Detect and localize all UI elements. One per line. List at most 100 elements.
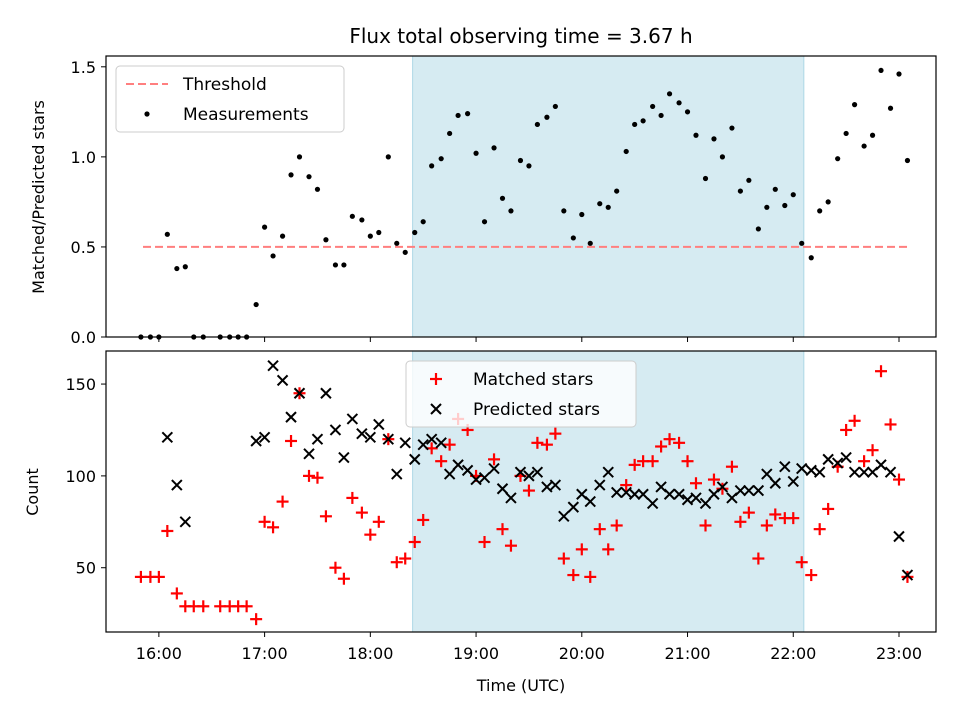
chart-title: Flux total observing time = 3.67 h bbox=[349, 24, 692, 48]
top-y-axis-label: Matched/Predicted stars bbox=[29, 100, 48, 294]
measurement-point bbox=[481, 219, 488, 225]
matched-star-point bbox=[408, 536, 421, 549]
predicted-star-point bbox=[646, 497, 659, 510]
matched-star-point bbox=[567, 569, 580, 582]
predicted-star-point bbox=[610, 486, 623, 499]
measurement-point bbox=[843, 130, 849, 137]
measurement-point bbox=[438, 156, 444, 162]
measurement-point bbox=[367, 233, 373, 239]
predicted-star-point bbox=[496, 483, 509, 495]
predicted-star-point bbox=[293, 387, 306, 399]
measurement-point bbox=[349, 213, 355, 219]
y-tick-label: 150 bbox=[65, 375, 96, 394]
matched-star-point bbox=[725, 460, 738, 473]
measurement-point bbox=[737, 188, 743, 194]
measurement-point bbox=[526, 163, 532, 169]
predicted-star-point bbox=[690, 492, 702, 504]
matched-star-point bbox=[488, 453, 501, 466]
predicted-star-point bbox=[399, 437, 411, 449]
measurement-point bbox=[473, 150, 479, 156]
predicted-star-point bbox=[822, 453, 834, 466]
matched-star-point bbox=[250, 613, 263, 626]
legend-predicted-label: Predicted stars bbox=[473, 400, 600, 420]
predicted-star-point bbox=[620, 486, 632, 499]
measurement-point bbox=[896, 71, 902, 77]
y-tick-label: 50 bbox=[76, 559, 96, 578]
y-tick-label: 1.0 bbox=[71, 148, 96, 167]
matched-star-point bbox=[399, 552, 412, 565]
measurement-point bbox=[376, 229, 382, 236]
predicted-star-point bbox=[443, 468, 456, 480]
matched-star-point bbox=[813, 523, 826, 536]
x-tick-label: 20:00 bbox=[559, 644, 605, 663]
bottom-legend-box bbox=[405, 360, 637, 428]
matched-star-point bbox=[372, 515, 385, 528]
matched-star-point bbox=[390, 556, 403, 569]
measurements-series bbox=[138, 67, 911, 340]
measurement-point bbox=[808, 255, 814, 261]
legend-predicted-swatch bbox=[430, 403, 442, 415]
matched-star-point bbox=[276, 495, 289, 508]
predicted-star-point bbox=[743, 484, 755, 497]
x-tick-label: 18:00 bbox=[347, 644, 393, 663]
measurement-point bbox=[412, 229, 418, 236]
bottom-x-ticks: 16:00 17:00 18:00 19:00 20:00 21:00 22:00 23:00 bbox=[136, 632, 922, 663]
matched-star-point bbox=[364, 528, 377, 541]
measurement-point bbox=[323, 237, 329, 243]
measurement-point bbox=[861, 143, 867, 149]
top-legend-box bbox=[115, 65, 345, 133]
predicted-star-point bbox=[831, 457, 844, 469]
measurement-point bbox=[650, 103, 656, 110]
measurement-point bbox=[755, 226, 761, 232]
measurement-point bbox=[508, 208, 514, 214]
predicted-star-point bbox=[329, 424, 342, 436]
matched-star-point bbox=[795, 556, 808, 569]
predicted-star-point bbox=[663, 488, 676, 500]
predicted-star-point bbox=[549, 479, 562, 491]
y-tick-label: 100 bbox=[65, 467, 96, 486]
matched-star-point bbox=[699, 519, 712, 532]
matched-star-point bbox=[346, 491, 359, 504]
observing-window-span bbox=[412, 55, 805, 338]
predicted-star-point bbox=[893, 530, 905, 543]
measurement-point bbox=[614, 188, 620, 194]
measurement-point bbox=[666, 91, 673, 97]
predicted-star-point bbox=[875, 459, 887, 471]
measurement-point bbox=[676, 100, 682, 106]
matched-star-point bbox=[866, 444, 879, 457]
legend-measurements-label: Measurements bbox=[183, 105, 309, 125]
matched-star-point bbox=[311, 471, 324, 484]
measurement-point bbox=[817, 208, 823, 214]
matched-star-point bbox=[319, 510, 332, 523]
matched-star-point bbox=[875, 365, 888, 378]
predicted-star-point bbox=[531, 466, 544, 478]
measurement-point bbox=[164, 231, 170, 237]
matched-star-point bbox=[435, 455, 448, 468]
top-panel: 0.0 0.5 1.0 1.5 Matched/Predicted stars Thr… bbox=[29, 55, 937, 347]
matched-star-point bbox=[584, 570, 597, 583]
predicted-star-point bbox=[584, 495, 596, 508]
predicted-star-point bbox=[161, 431, 174, 444]
predicted-star-point bbox=[250, 435, 262, 447]
matched-star-point bbox=[355, 506, 368, 519]
measurement-point bbox=[534, 121, 540, 128]
measurement-point bbox=[579, 211, 585, 218]
matched-star-point bbox=[197, 600, 210, 613]
matched-star-point bbox=[769, 508, 782, 521]
matched-star-point bbox=[646, 455, 659, 468]
matched-star-point bbox=[170, 587, 183, 600]
measurement-point bbox=[447, 130, 453, 137]
measurement-point bbox=[561, 208, 567, 214]
predicted-star-point bbox=[179, 516, 192, 528]
top-y-ticks: 0.0 0.5 1.0 1.5 bbox=[71, 58, 106, 347]
predicted-star-point bbox=[346, 413, 359, 425]
bottom-plot-frame bbox=[105, 350, 937, 633]
matched-star-point bbox=[531, 436, 544, 449]
predicted-star-point bbox=[514, 466, 527, 478]
predicted-star-point bbox=[285, 411, 297, 423]
measurement-point bbox=[878, 67, 884, 74]
measurement-point bbox=[499, 195, 506, 201]
matched-star-point bbox=[549, 427, 562, 440]
measurement-point bbox=[552, 103, 558, 110]
predicted-star-point bbox=[673, 488, 685, 500]
